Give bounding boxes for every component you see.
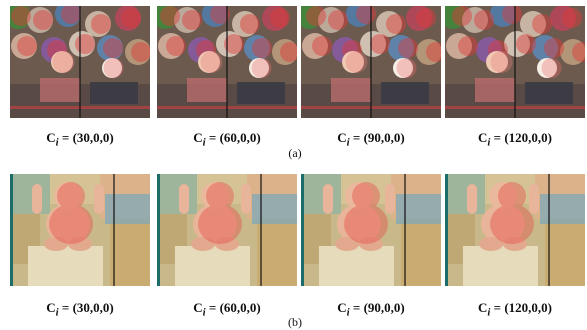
caption-b-2: Ci = (60,0,0) (193, 300, 261, 319)
anaglyph-dolls-image-3 (301, 6, 441, 118)
anaglyph-baby-image-1 (10, 174, 150, 286)
caption-a-4: Ci = (120,0,0) (478, 130, 552, 149)
anaglyph-baby-image-2 (157, 174, 297, 286)
figure-row-a: Ci = (30,0,0) Ci = (60,0,0) Ci = (90,0,0… (0, 0, 587, 160)
caption-a-2: Ci = (60,0,0) (193, 130, 261, 149)
caption-a-1: Ci = (30,0,0) (46, 130, 114, 149)
figure-row-b: Ci = (30,0,0) Ci = (60,0,0) Ci = (90,0,0… (0, 172, 587, 329)
caption-a-3: Ci = (90,0,0) (337, 130, 405, 149)
anaglyph-dolls-image-2 (157, 6, 297, 118)
anaglyph-baby-image-4 (445, 174, 585, 286)
caption-b-1: Ci = (30,0,0) (46, 300, 114, 319)
anaglyph-dolls-image-1 (10, 6, 150, 118)
anaglyph-dolls-image-4 (445, 6, 585, 118)
subfigure-label-a: (a) (288, 146, 302, 160)
caption-b-3: Ci = (90,0,0) (337, 300, 405, 319)
caption-b-4: Ci = (120,0,0) (478, 300, 552, 319)
anaglyph-baby-image-3 (301, 174, 441, 286)
